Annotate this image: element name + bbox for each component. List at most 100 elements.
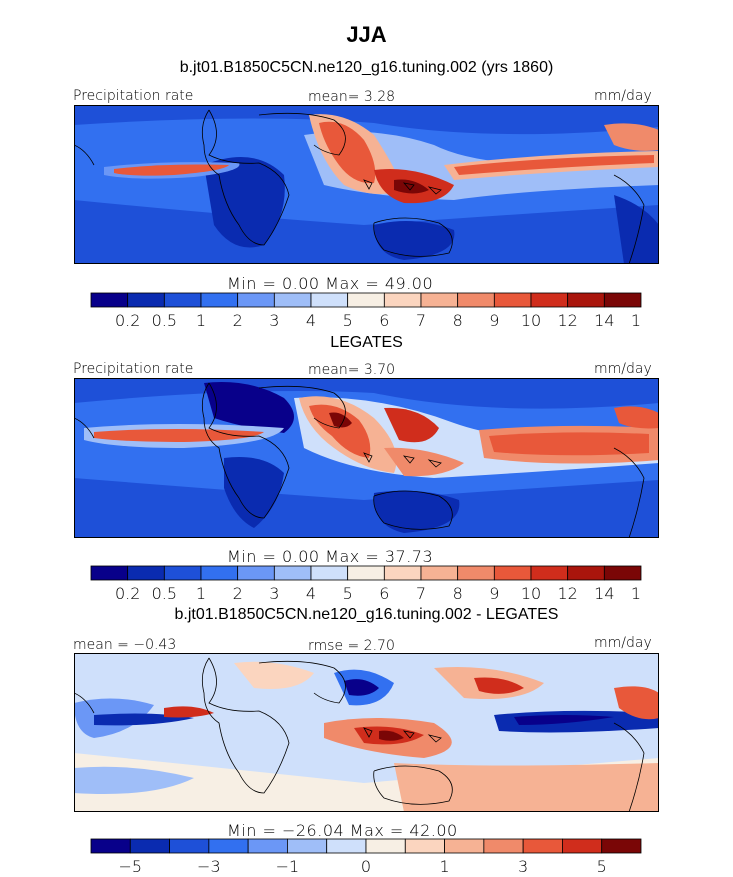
colorbar-box <box>310 565 349 581</box>
dry-south <box>74 478 659 538</box>
figure-title: JJA <box>346 22 387 47</box>
east-pac-wet <box>614 686 659 720</box>
panel-top-units-label: mm/day <box>594 88 652 104</box>
panel-top-subtitle: b.jt01.B1850C5CN.ne120_g16.tuning.002 (y… <box>179 59 554 76</box>
east-pac-warm <box>614 406 659 429</box>
colorbar-box <box>483 838 524 854</box>
colorbar-box <box>90 565 129 581</box>
panel-bot-map <box>74 653 659 812</box>
colorbar-box <box>383 565 422 581</box>
colorbar-box <box>457 292 495 308</box>
colorbar-box <box>247 838 288 854</box>
colorbar-box <box>200 292 239 308</box>
colorbar-tick-label: 10 <box>521 311 541 330</box>
colorbar-box <box>567 565 605 581</box>
panel-mid-minmax: Min = 0.00 Max = 37.73 <box>227 547 434 566</box>
colorbar-tick-label: 3 <box>269 311 279 330</box>
colorbar-box <box>129 838 170 854</box>
panel-bot-subtitle: b.jt01.B1850C5CN.ne120_g16.tuning.002 - … <box>174 606 559 623</box>
colorbar-box <box>163 292 202 308</box>
colorbar-box <box>169 838 210 854</box>
colorbar-box <box>273 565 312 581</box>
atl-itcz <box>94 429 264 442</box>
colorbar-tick-label: 12 <box>557 584 577 603</box>
colorbar-box <box>493 565 532 581</box>
colorbar-tick-label: 7 <box>416 311 426 330</box>
colorbar-box <box>326 838 367 854</box>
east-pac-warm <box>604 123 659 151</box>
colorbar-tick-label: 5 <box>597 857 607 876</box>
colorbar-box <box>522 838 563 854</box>
colorbar-tick-label: 10 <box>521 584 541 603</box>
colorbar-tick-label: 1 <box>439 857 449 876</box>
colorbar-box <box>365 838 406 854</box>
panel-mid-colorbar: 0.20.512345678910121417 <box>90 565 642 603</box>
pac-itcz <box>454 155 654 175</box>
colorbar-box <box>404 838 445 854</box>
colorbar-box <box>208 838 249 854</box>
colorbar-box <box>603 565 642 581</box>
colorbar-tick-label: 8 <box>453 311 463 330</box>
colorbar-tick-label: 5 <box>343 584 353 603</box>
colorbar-tick-label: 5 <box>343 311 353 330</box>
panel-bot-rmse-label: rmse = 2.70 <box>308 638 395 654</box>
colorbar-tick-label: 0.2 <box>115 311 140 330</box>
colorbar-tick-label: −5 <box>118 857 142 876</box>
south-atl-dry <box>74 766 194 794</box>
panel-bot-mean-label: mean = −0.43 <box>73 637 177 653</box>
sahara-dry <box>204 382 294 433</box>
colorbar-box <box>347 292 385 308</box>
nw-pac-wet-core <box>474 677 524 694</box>
panel-top-minmax: Min = 0.00 Max = 49.00 <box>227 274 434 293</box>
australia-dry <box>374 221 455 260</box>
colorbar-tick-label: 4 <box>306 311 316 330</box>
colorbar-box <box>420 292 459 308</box>
colorbar-tick-label: 12 <box>557 311 577 330</box>
panel-top-colorbar: 0.20.512345678910121417 <box>90 292 642 330</box>
colorbar-box <box>310 292 349 308</box>
colorbar-box <box>200 565 239 581</box>
dry-north <box>74 105 659 135</box>
colorbar-box <box>562 838 603 854</box>
panel-top-mean-label: mean= 3.28 <box>308 89 396 105</box>
colorbar-tick-label: 2 <box>233 311 243 330</box>
colorbar-box <box>273 292 312 308</box>
colorbar-box <box>127 565 165 581</box>
maritime-peak <box>394 179 429 194</box>
colorbar-tick-label: −1 <box>276 857 300 876</box>
maritime-peak <box>379 730 404 741</box>
panel-mid-mean-label: mean= 3.70 <box>308 362 396 378</box>
india-dry-core <box>344 679 379 696</box>
colorbar-box <box>347 565 385 581</box>
colorbar-tick-label: 17 <box>631 311 642 330</box>
colorbar-box <box>530 565 569 581</box>
panel-top-left-label: Precipitation rate <box>73 88 194 104</box>
colorbar-box <box>383 292 422 308</box>
atl-itcz <box>114 164 229 176</box>
panel-bot-minmax: Min = −26.04 Max = 42.00 <box>227 821 458 840</box>
panel-mid-map <box>74 378 659 538</box>
panel-mid-units-label: mm/day <box>594 361 652 377</box>
colorbar-tick-label: 7 <box>416 584 426 603</box>
colorbar-box <box>90 292 129 308</box>
monsoon-core <box>309 404 371 458</box>
panel-bot-colorbar: −5 −3 −1 0 1 3 5 <box>90 838 642 876</box>
atl-wet-bias <box>164 706 214 718</box>
panel-mid-subtitle: LEGATES <box>330 334 403 351</box>
colorbar-tick-label: 4 <box>306 584 316 603</box>
colorbar-box <box>457 565 495 581</box>
sahel-wet <box>234 661 314 689</box>
colorbar-tick-label: −3 <box>197 857 221 876</box>
colorbar-tick-label: 9 <box>489 311 499 330</box>
colorbar-box <box>603 292 642 308</box>
colorbar-tick-label: 0 <box>361 857 371 876</box>
colorbar-tick-label: 3 <box>518 857 528 876</box>
colorbar-tick-label: 17 <box>631 584 642 603</box>
colorbar-box <box>237 565 275 581</box>
colorbar-box <box>420 565 459 581</box>
colorbar-box <box>493 292 532 308</box>
colorbar-tick-label: 0.5 <box>152 311 177 330</box>
sahara-africa-dry <box>204 157 285 248</box>
colorbar-box <box>90 838 131 854</box>
panel-top-map <box>74 105 659 264</box>
